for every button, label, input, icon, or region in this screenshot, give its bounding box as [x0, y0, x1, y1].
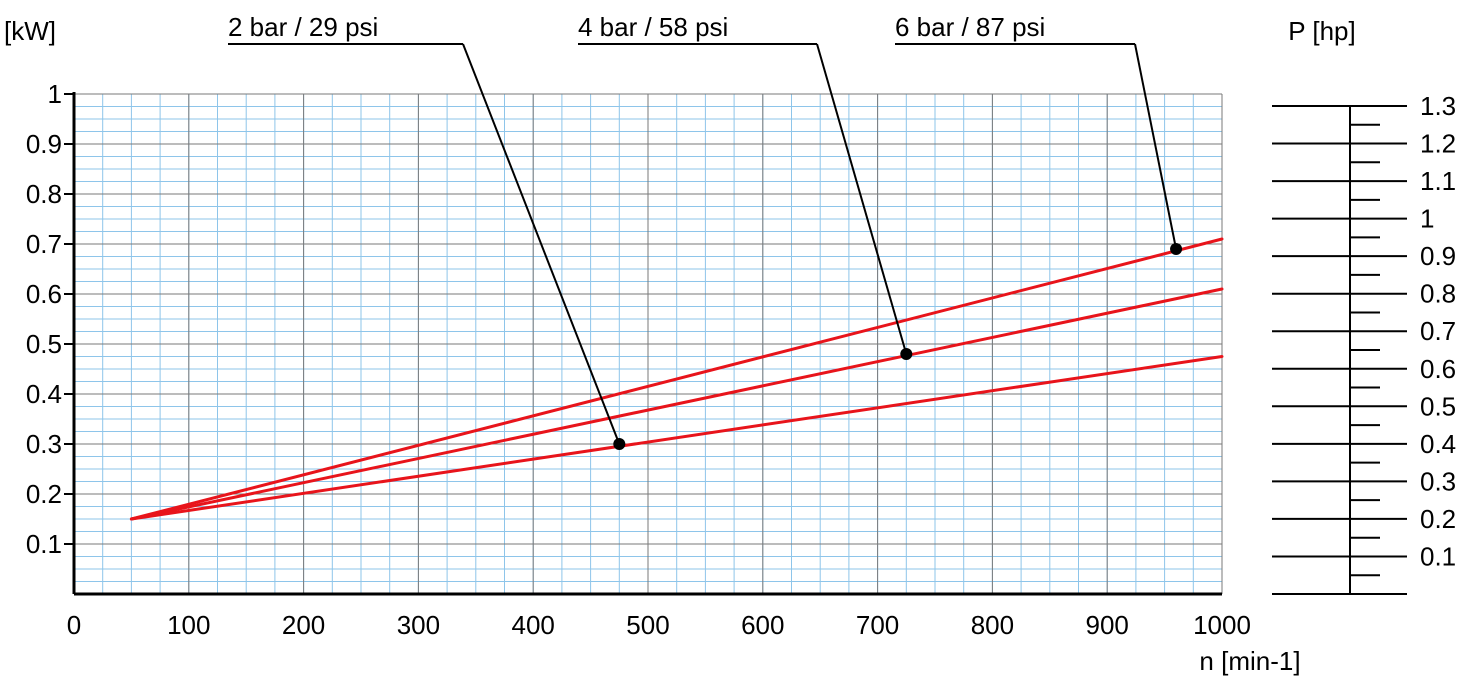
hp-tick-label: 0.4 [1420, 429, 1456, 459]
hp-tick-label: 0.7 [1420, 316, 1456, 346]
series-markers [613, 243, 1183, 450]
y-tick-label: 0.4 [26, 379, 62, 409]
x-tick-label: 100 [167, 610, 210, 640]
leader-line [462, 43, 621, 445]
series-marker [613, 438, 626, 450]
y-tick-label: 0.3 [26, 429, 62, 459]
hp-tick-label: 1.3 [1420, 91, 1456, 121]
leader-lines [228, 43, 1178, 445]
y-axis-title: [kW] [4, 16, 56, 46]
y-tick-label: 0.9 [26, 129, 62, 159]
series-line [129, 355, 1224, 521]
x-axis-title: n [min-1] [1199, 646, 1300, 676]
hp-tick-label: 0.8 [1420, 279, 1456, 309]
x-tick-label: 1000 [1193, 610, 1251, 640]
series-lines [129, 237, 1224, 521]
x-tick-label: 500 [626, 610, 669, 640]
series-label: 4 bar / 58 psi [578, 12, 728, 42]
leader-line [816, 43, 908, 355]
y-tick-label: 0.7 [26, 229, 62, 259]
series-line [129, 287, 1224, 521]
hp-tick-label: 1.2 [1420, 129, 1456, 159]
y-tick-label: 0.8 [26, 179, 62, 209]
series-label: 2 bar / 29 psi [228, 12, 378, 42]
y-tick-label: 0.1 [26, 529, 62, 559]
hp-scale [1272, 105, 1407, 595]
x-tick-label: 0 [67, 610, 81, 640]
hp-tick-label: 1 [1420, 204, 1434, 234]
hp-tick-label: 0.9 [1420, 241, 1456, 271]
y-tick-label: 0.5 [26, 329, 62, 359]
series-marker [1170, 243, 1183, 255]
hp-tick-label: 0.6 [1420, 354, 1456, 384]
series-line [129, 237, 1224, 521]
leader-line [1134, 43, 1178, 250]
x-tick-label: 400 [512, 610, 555, 640]
chart-labels: 0 100 200 300 400 500 600 700 800 900 1000 0.1 0.2 0.… [4, 12, 1456, 676]
y-tick-label: 0.2 [26, 479, 62, 509]
x-tick-label: 900 [1086, 610, 1129, 640]
hp-tick-label: 0.5 [1420, 391, 1456, 421]
x-tick-label: 800 [971, 610, 1014, 640]
x-tick-label: 700 [856, 610, 899, 640]
hp-tick-label: 0.3 [1420, 466, 1456, 496]
series-marker [900, 348, 913, 360]
hp-tick-label: 0.2 [1420, 504, 1456, 534]
axes [64, 92, 1222, 596]
hp-tick-label: 1.1 [1420, 166, 1456, 196]
y-tick-label: 0.6 [26, 279, 62, 309]
x-tick-label: 300 [397, 610, 440, 640]
y-tick-label: 1 [48, 79, 62, 109]
grid-major-lines [74, 93, 1223, 594]
hp-tick-label: 0.1 [1420, 541, 1456, 571]
x-tick-label: 600 [741, 610, 784, 640]
y2-axis-title: P [hp] [1288, 16, 1355, 46]
x-tick-label: 200 [282, 610, 325, 640]
series-label: 6 bar / 87 psi [895, 12, 1045, 42]
